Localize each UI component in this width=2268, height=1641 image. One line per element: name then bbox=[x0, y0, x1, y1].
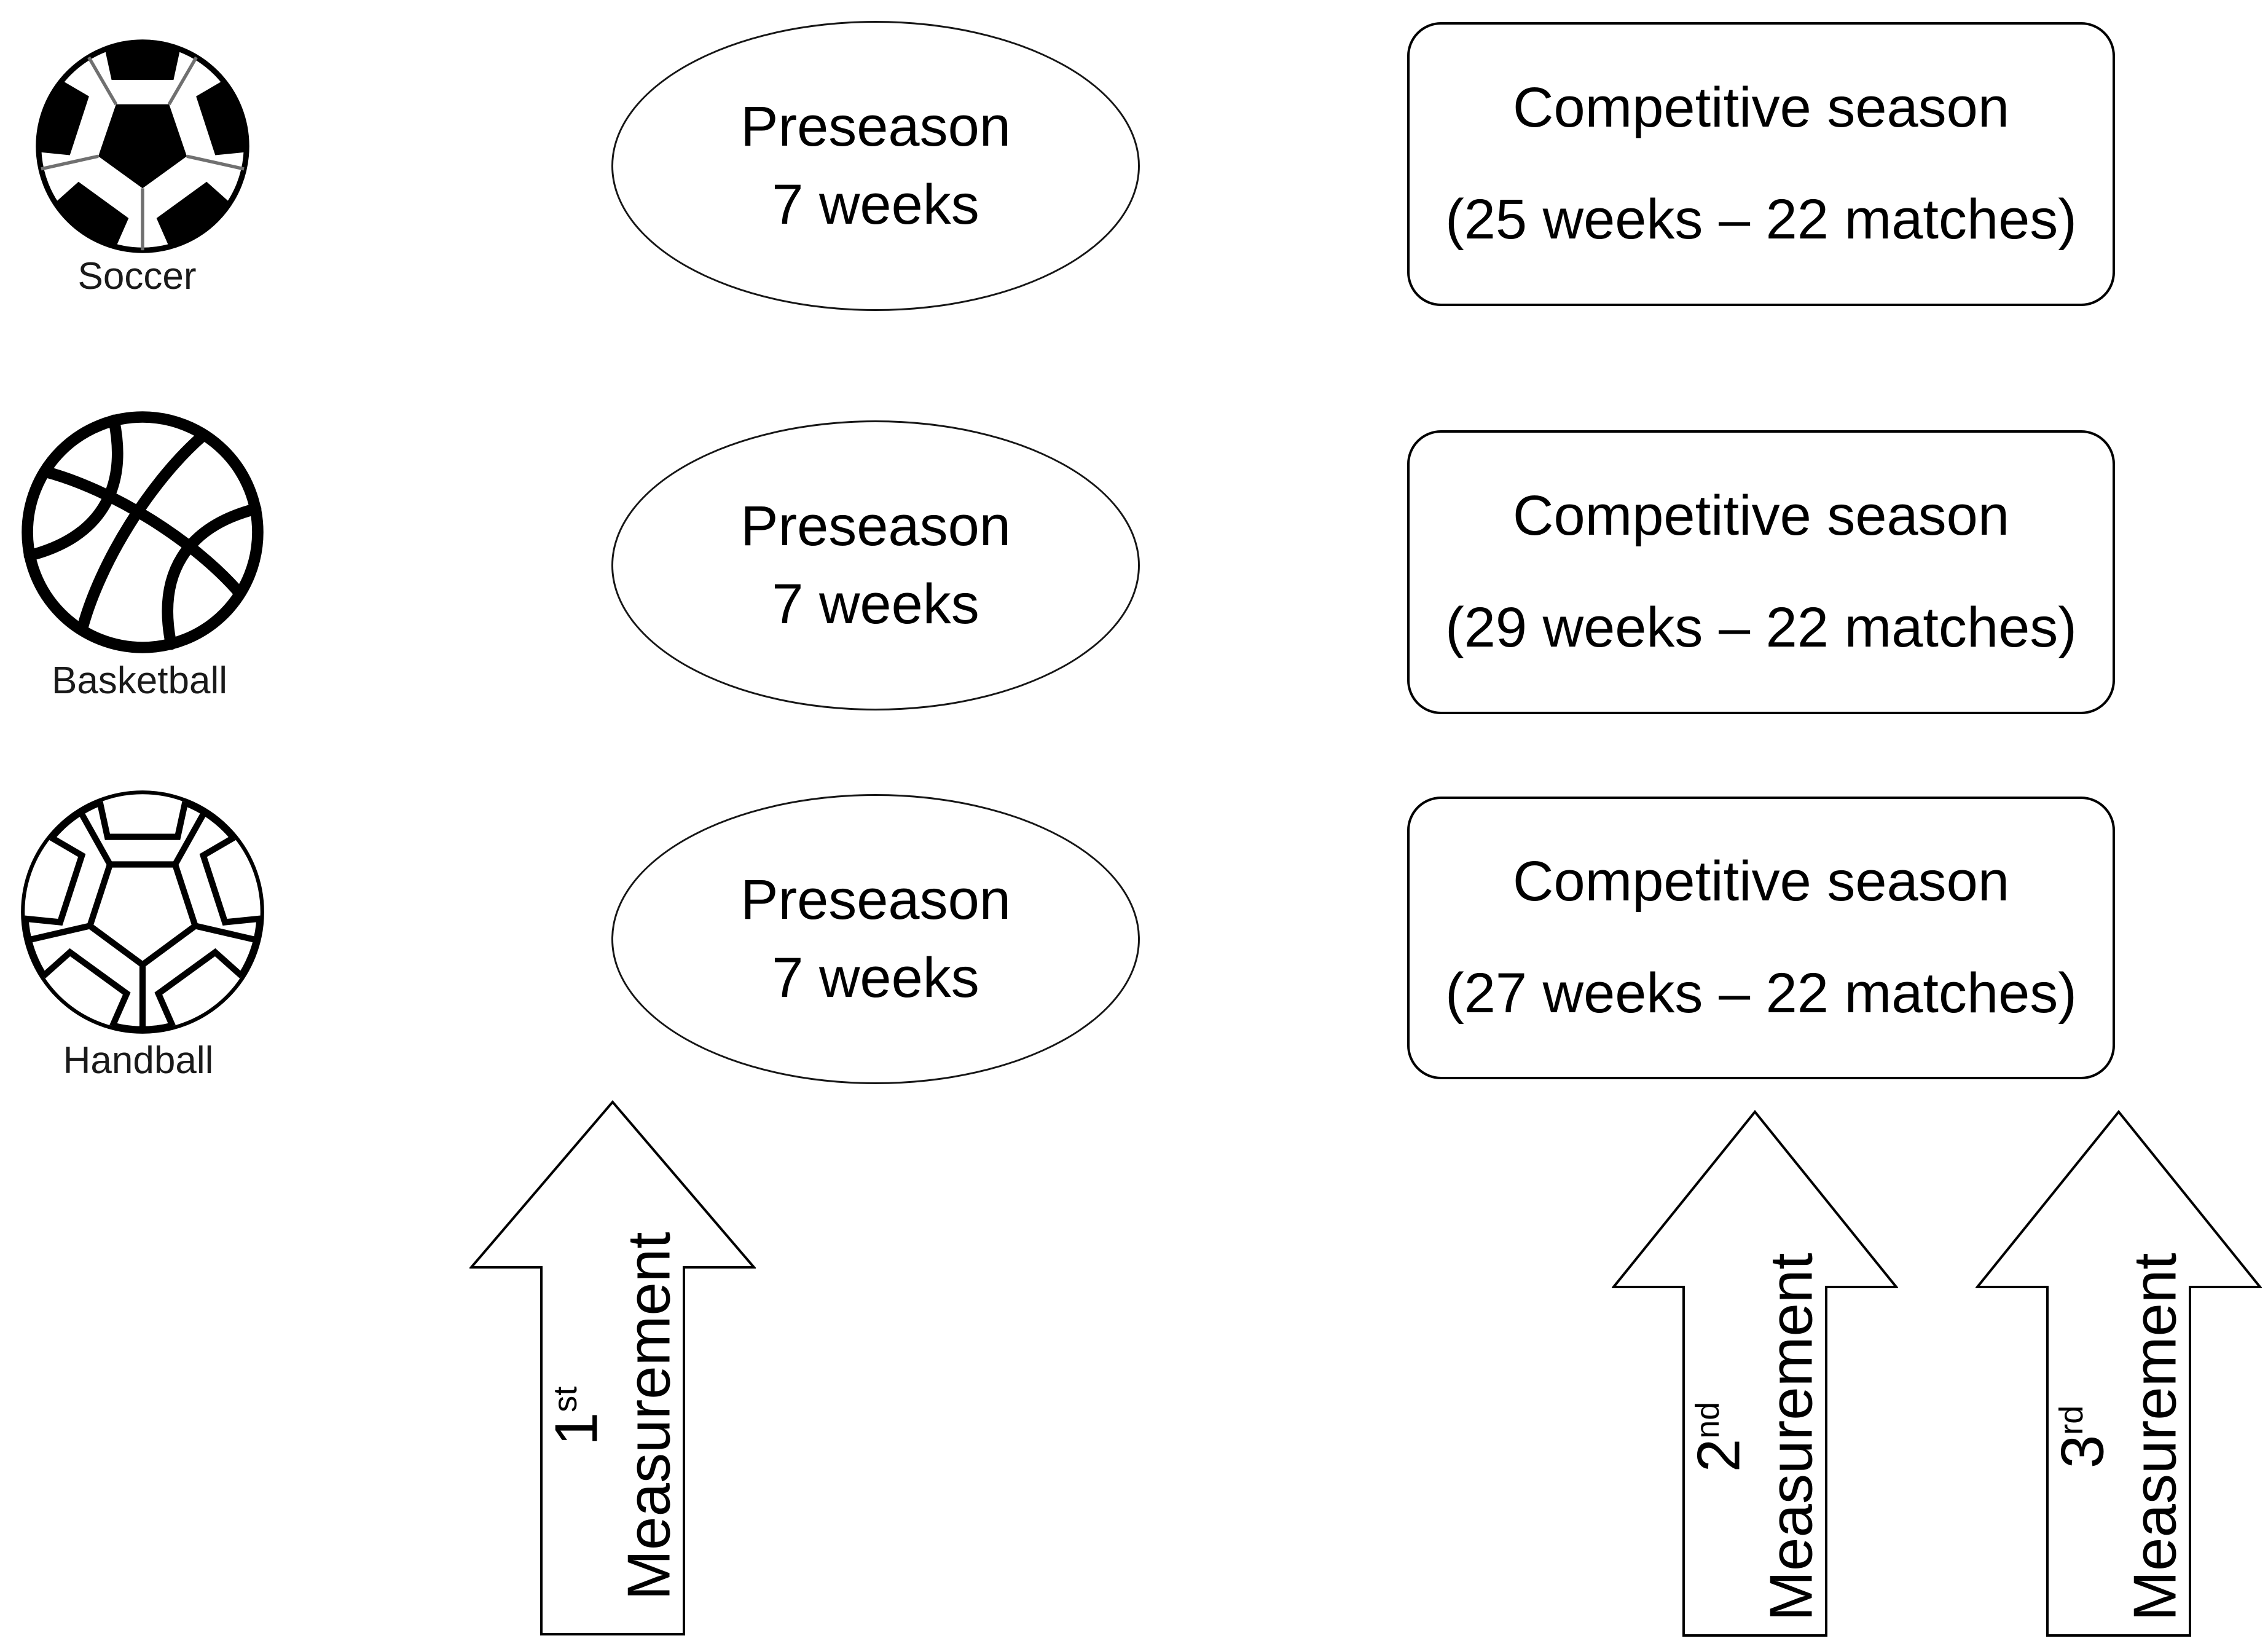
measurement-arrow-label-1: 1st Measurement bbox=[540, 1201, 685, 1631]
competitive-detail: (25 weeks – 22 matches) bbox=[1445, 188, 2077, 251]
measurement-arrow-label-3: 3rd Measurement bbox=[2046, 1222, 2191, 1641]
competitive-season-box-basketball: Competitive season (29 weeks – 22 matche… bbox=[1407, 430, 2115, 714]
competitive-title: Competitive season bbox=[1513, 484, 2009, 548]
sport-label-basketball: Basketball bbox=[51, 659, 228, 702]
measurement-ordinal: 1st bbox=[542, 1387, 610, 1446]
measurement-arrow-1: 1st Measurement bbox=[469, 1100, 756, 1636]
measurement-word: Measurement bbox=[1757, 1253, 1824, 1621]
up-arrow-shape bbox=[469, 1100, 756, 1635]
measurement-word: Measurement bbox=[614, 1232, 682, 1601]
measurement-arrow-2: 2nd Measurement bbox=[1612, 1110, 1898, 1637]
competitive-title: Competitive season bbox=[1513, 76, 2009, 140]
preseason-title: Preseason bbox=[740, 95, 1011, 159]
measurement-arrow-3: 3rd Measurement bbox=[1976, 1110, 2262, 1637]
up-arrow-shape bbox=[1976, 1110, 2262, 1637]
competitive-detail: (29 weeks – 22 matches) bbox=[1445, 596, 2077, 659]
competitive-season-box-soccer: Competitive season (25 weeks – 22 matche… bbox=[1407, 22, 2115, 306]
preseason-duration: 7 weeks bbox=[772, 946, 979, 1009]
basketball-icon bbox=[16, 406, 269, 659]
competitive-detail: (27 weeks – 22 matches) bbox=[1445, 962, 2077, 1025]
preseason-duration: 7 weeks bbox=[772, 573, 979, 636]
sport-label-handball: Handball bbox=[63, 1039, 214, 1082]
soccer-ball-icon bbox=[32, 36, 253, 257]
up-arrow-shape bbox=[1612, 1110, 1898, 1637]
sport-label-soccer: Soccer bbox=[77, 255, 197, 297]
preseason-ellipse-handball: Preseason 7 weeks bbox=[611, 794, 1140, 1084]
competitive-title: Competitive season bbox=[1513, 850, 2009, 913]
competitive-season-box-handball: Competitive season (27 weeks – 22 matche… bbox=[1407, 797, 2115, 1079]
measurement-ordinal: 3rd bbox=[2048, 1405, 2116, 1469]
measurement-word: Measurement bbox=[2121, 1253, 2188, 1621]
handball-ball-icon bbox=[17, 787, 268, 1037]
measurement-arrow-label-2: 2nd Measurement bbox=[1682, 1222, 1827, 1641]
preseason-ellipse-basketball: Preseason 7 weeks bbox=[611, 420, 1140, 710]
preseason-title: Preseason bbox=[740, 868, 1011, 932]
measurement-ordinal: 2nd bbox=[1684, 1401, 1752, 1473]
preseason-ellipse-soccer: Preseason 7 weeks bbox=[611, 21, 1140, 311]
preseason-duration: 7 weeks bbox=[772, 173, 979, 236]
preseason-title: Preseason bbox=[740, 495, 1011, 558]
